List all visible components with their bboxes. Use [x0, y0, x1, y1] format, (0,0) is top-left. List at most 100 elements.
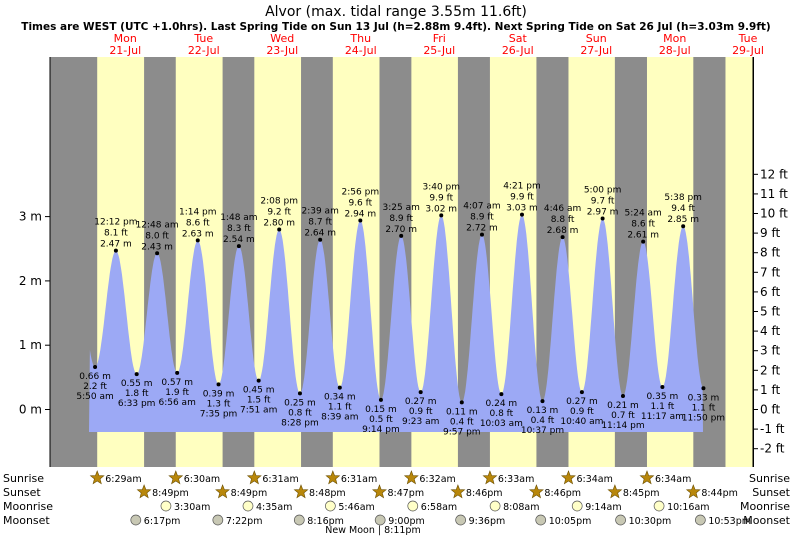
- moonset-time: 7:22pm: [226, 516, 263, 527]
- day-name-label: Wed: [270, 32, 294, 45]
- day-name-label: Sun: [586, 32, 607, 45]
- moonrise-time: 10:16am: [667, 502, 709, 513]
- sunrise-row-label-right: Sunrise: [749, 472, 790, 485]
- right-axis-tick-label: 2 ft: [760, 363, 780, 377]
- tide-time-label: 9:23 am: [402, 417, 439, 427]
- left-axis: 0 m 1 m 2 m 3 m: [19, 57, 51, 467]
- right-axis-tick-label: 1 ft: [760, 383, 780, 397]
- low-tide-point: [297, 391, 302, 396]
- moonrise-time: 9:14am: [585, 502, 621, 513]
- sunrise-time: 6:34am: [576, 474, 612, 485]
- high-tide-point: [560, 235, 565, 240]
- day-date-label: 27-Jul: [580, 44, 612, 57]
- tide-feet-label: 8.3 ft: [227, 224, 251, 234]
- tide-metres-label: 2.68 m: [547, 226, 579, 236]
- sunset-time: 8:47pm: [387, 488, 424, 499]
- left-axis-tick-label: 2 m: [19, 274, 42, 288]
- tide-time-label: 3:25 am: [383, 203, 420, 213]
- sunset-time: 8:48pm: [309, 488, 346, 499]
- tide-time-label: 10:40 am: [560, 417, 603, 427]
- right-axis-tick-label: 7 ft: [760, 265, 780, 279]
- tide-metres-label: 3.03 m: [506, 204, 538, 214]
- tide-feet-label: 0.9 ft: [570, 407, 594, 417]
- low-tide-point: [701, 386, 706, 391]
- low-tide-point: [337, 385, 342, 390]
- tide-metres-label: 0.55 m: [121, 379, 153, 389]
- sun-icon: [215, 484, 231, 499]
- right-axis-tick-label: 11 ft: [760, 187, 788, 201]
- left-axis-tick-label: 3 m: [19, 210, 42, 224]
- tide-metres-label: 0.24 m: [486, 399, 518, 409]
- chart-title: Alvor (max. tidal range 3.55m 11.6ft): [265, 4, 527, 20]
- high-tide-point: [236, 244, 241, 249]
- low-tide-point: [256, 378, 261, 383]
- tide-time-label: 5:50 am: [76, 392, 113, 402]
- tide-time-label: 4:21 pm: [503, 182, 541, 192]
- tide-feet-label: 0.7 ft: [611, 411, 635, 421]
- sun-icon: [685, 484, 701, 499]
- sunset-time: 8:44pm: [701, 488, 738, 499]
- tide-metres-label: 2.64 m: [304, 229, 336, 239]
- tide-metres-label: 2.63 m: [182, 229, 214, 239]
- tide-time-label: 1:48 am: [220, 213, 257, 223]
- moonset-time: 10:53pm: [708, 516, 751, 527]
- tide-metres-label: 0.27 m: [566, 397, 598, 407]
- tide-feet-label: 0.4 ft: [450, 417, 474, 427]
- tide-time-label: 11:17 am: [641, 412, 684, 422]
- day-date-label: 25-Jul: [423, 44, 455, 57]
- low-tide-point: [378, 397, 383, 402]
- low-tide-point: [579, 390, 584, 395]
- tide-metres-label: 0.27 m: [405, 397, 437, 407]
- tide-metres-label: 2.54 m: [223, 235, 255, 245]
- tide-feet-label: 9.7 ft: [591, 197, 615, 207]
- moonset-time: 10:30pm: [629, 516, 672, 527]
- moon-phase-note: New Moon | 8:11pm: [325, 525, 420, 536]
- low-tide-point: [660, 384, 665, 389]
- moon-icon: [407, 500, 419, 512]
- high-tide-point: [155, 251, 160, 256]
- moon-icon: [571, 500, 583, 512]
- tide-feet-label: 2.2 ft: [83, 382, 107, 392]
- tide-feet-label: 9.6 ft: [348, 198, 372, 208]
- sun-icon: [607, 484, 623, 499]
- day-date-label: 29-Jul: [732, 44, 764, 57]
- day-name-label: Fri: [433, 32, 446, 45]
- tide-time-label: 3:40 pm: [422, 182, 460, 192]
- right-axis-tick-label: 9 ft: [760, 226, 780, 240]
- tide-metres-label: 2.97 m: [587, 208, 619, 218]
- day-name-label: Tue: [193, 32, 213, 45]
- tide-time-label: 8:39 am: [321, 413, 358, 423]
- tide-time-label: 6:56 am: [158, 398, 195, 408]
- tide-feet-label: 0.4 ft: [531, 416, 555, 426]
- tide-feet-label: 9.9 ft: [510, 193, 534, 203]
- tide-time-label: 10:37 pm: [521, 426, 564, 436]
- moonrise-row-label-right: Moonrise: [740, 500, 790, 513]
- tide-time-label: 4:46 am: [544, 204, 581, 214]
- sunrise-time: 6:31am: [262, 474, 298, 485]
- tide-metres-label: 0.33 m: [688, 393, 720, 403]
- day-name-label: Thu: [349, 32, 371, 45]
- moon-icon: [212, 514, 224, 526]
- moonset-row-label-right: Moonset: [743, 514, 790, 527]
- right-axis-tick-label: -2 ft: [760, 442, 785, 456]
- tide-metres-label: 2.47 m: [100, 240, 132, 250]
- sunset-time: 8:49pm: [152, 488, 189, 499]
- sun-icon: [371, 484, 387, 499]
- moonrise-time: 4:35am: [256, 502, 292, 513]
- low-tide-point: [459, 400, 464, 405]
- right-axis-tick-label: 10 ft: [760, 207, 788, 221]
- moon-icon: [535, 514, 547, 526]
- day-name-label: Sat: [509, 32, 528, 45]
- sun-icon: [528, 484, 544, 499]
- tide-metres-label: 2.61 m: [627, 231, 659, 241]
- tide-feet-label: 8.6 ft: [186, 218, 210, 228]
- tide-area: [89, 214, 703, 432]
- low-tide-point: [93, 365, 98, 370]
- tide-time-label: 7:51 am: [240, 406, 277, 416]
- high-tide-point: [399, 233, 404, 238]
- tide-metres-label: 0.25 m: [284, 398, 316, 408]
- sunset-time: 8:49pm: [231, 488, 268, 499]
- tide-feet-label: 8.8 ft: [551, 215, 575, 225]
- moonset-row-label: Moonset: [3, 514, 50, 527]
- tide-time-label: 6:33 pm: [118, 399, 156, 409]
